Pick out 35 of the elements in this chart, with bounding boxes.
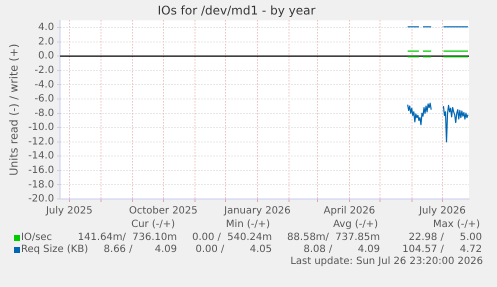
y-tick-label: 0.0 [38,50,54,62]
text: Last update: Sun Jul 26 23:20:00 2026 [290,256,483,267]
y-tick-label: -8.0 [34,108,54,119]
text: Avg (-/+) [333,219,378,230]
x-tick-label: October 2025 [129,206,198,217]
text: Min (-/+) [226,219,270,230]
text: Cur (-/+) [131,219,175,230]
y-tick-label: 4.0 [38,22,54,34]
x-tick-label: July 2026 [418,206,466,217]
x-tick-label: July 2025 [44,206,93,217]
y-tick-label: 2.0 [38,36,54,48]
text: 0.00 / 540.24m [192,232,272,243]
legend-label: Req Size (KB) [21,244,88,255]
chart-title: IOs for /dev/md1 - by year [158,3,316,18]
text: 0.00 / 4.05 [195,244,272,255]
y-tick-label: -12.0 [28,136,54,148]
text: 88.58m/ 737.85m [287,232,380,243]
y-axis-title: Units read (-) / write (+) [7,44,20,176]
y-tick-label: -2.0 [34,65,54,76]
text: 104.57 / 4.72 [402,244,482,255]
y-tick-label: -20.0 [28,194,54,205]
text: 8.66 / 4.09 [104,244,177,255]
y-tick-label: -18.0 [28,179,54,190]
text: 141.64m/ 736.10m [78,232,177,243]
legend-label: IO/sec [21,232,52,243]
y-tick-label: -14.0 [28,150,54,162]
y-tick-label: -10.0 [28,122,54,134]
y-tick-label: -16.0 [28,165,54,176]
x-tick-label: April 2026 [324,206,376,217]
text: Max (-/+) [432,219,480,230]
text: 8.08 / 4.09 [303,244,380,255]
x-tick-label: January 2026 [223,206,291,217]
text: 22.98 / 5.00 [408,232,482,243]
y-tick-label: -4.0 [34,79,54,90]
y-tick-label: -6.0 [34,94,54,105]
